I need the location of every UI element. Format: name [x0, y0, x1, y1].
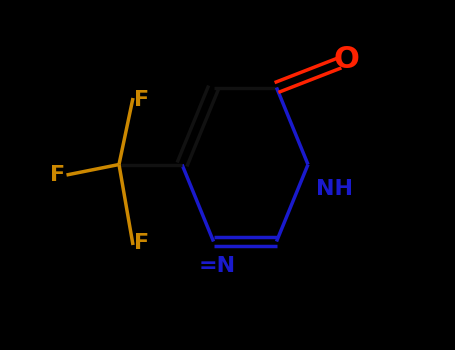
Text: F: F [134, 233, 149, 253]
Text: =N: =N [198, 256, 236, 276]
Text: NH: NH [316, 179, 353, 199]
Text: F: F [134, 90, 149, 110]
Text: O: O [334, 45, 359, 74]
Text: F: F [50, 165, 66, 185]
